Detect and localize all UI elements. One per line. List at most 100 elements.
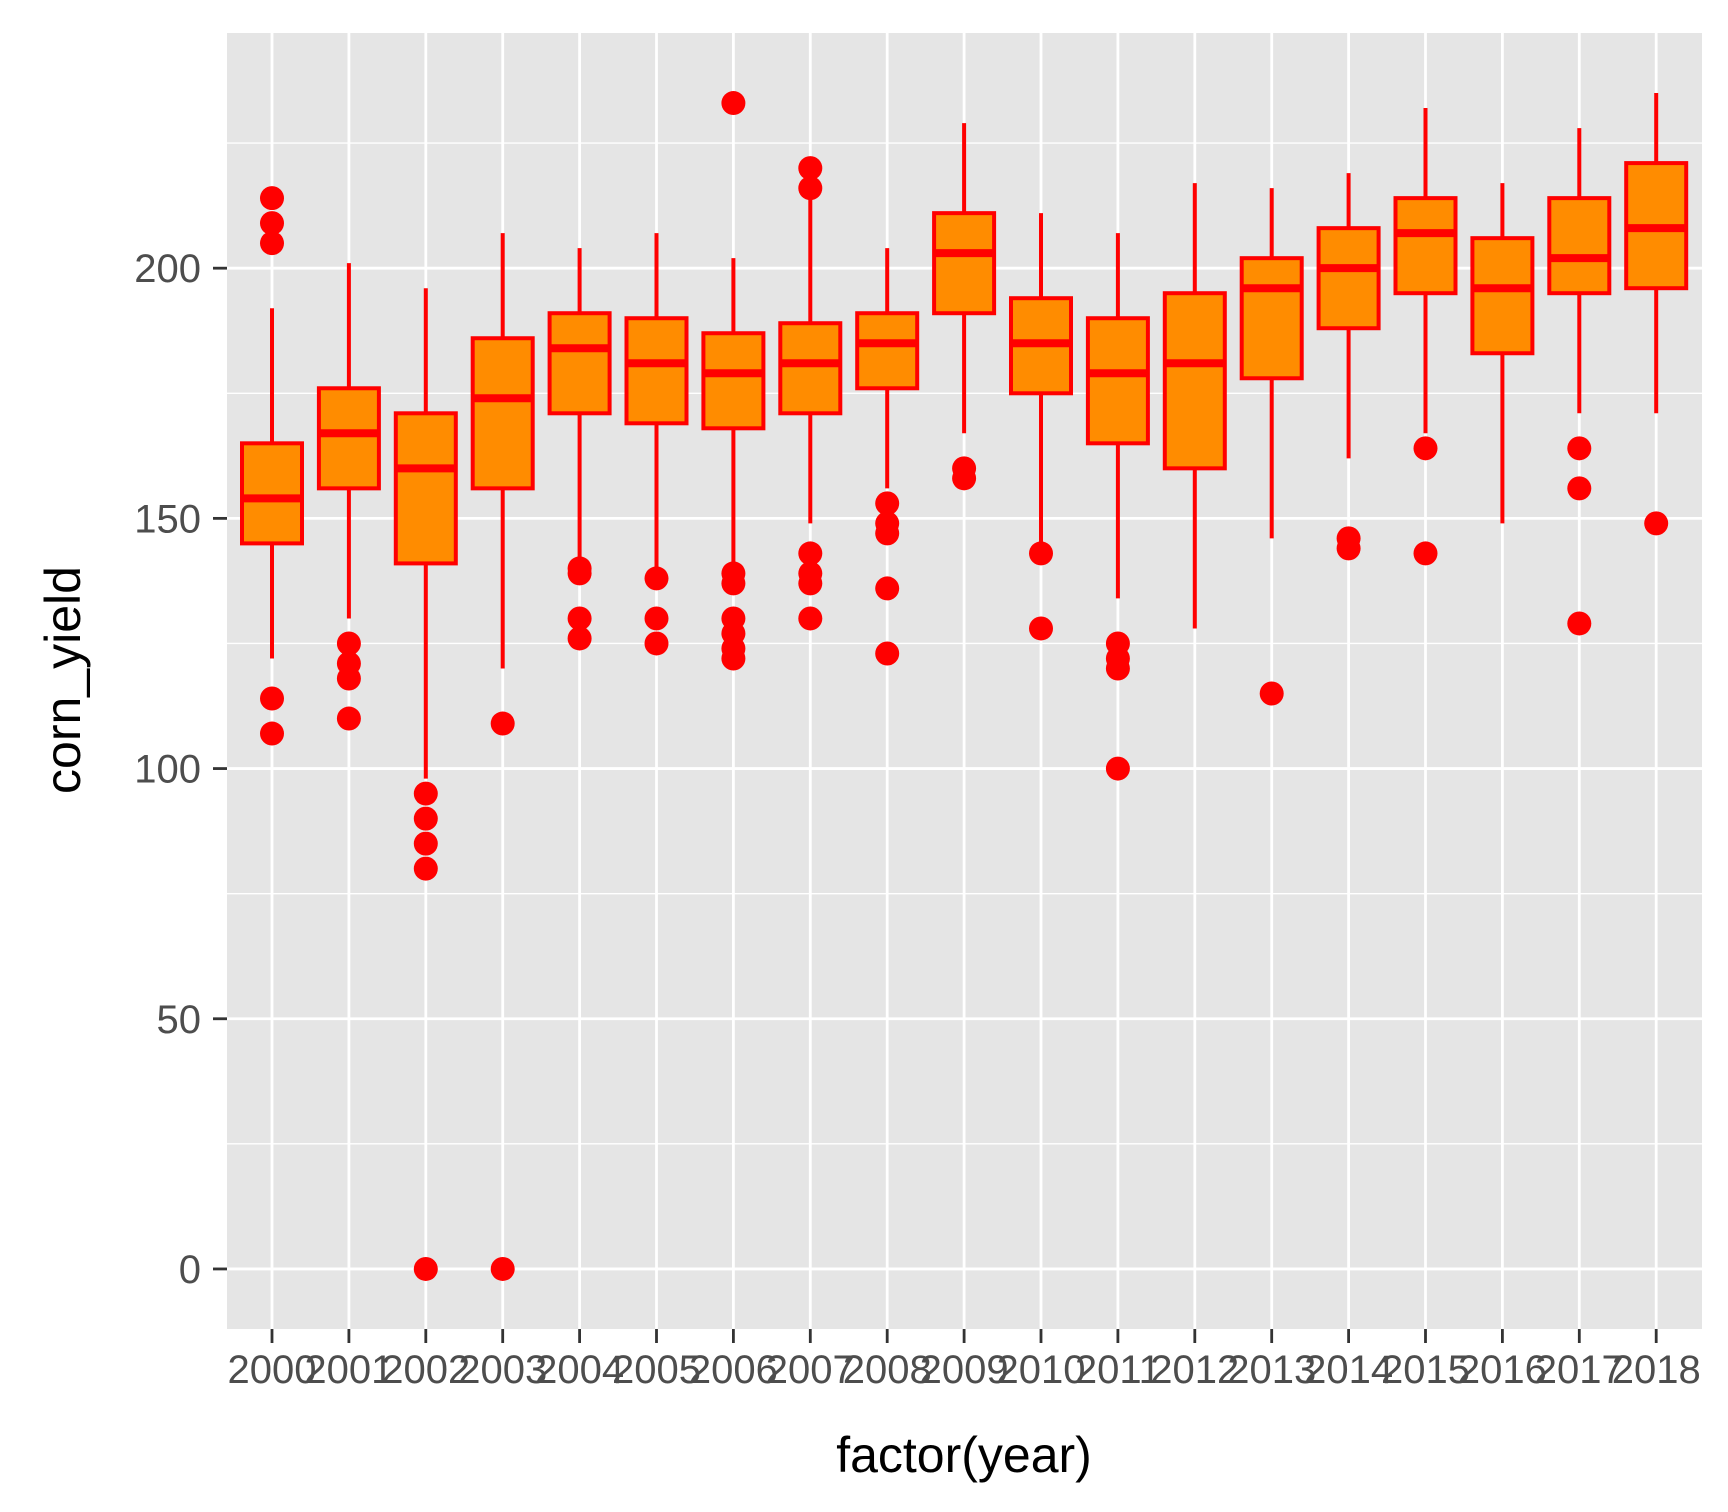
x-tick-label: 2004 xyxy=(535,1348,624,1392)
outlier-point xyxy=(721,646,746,671)
x-tick-label: 2006 xyxy=(689,1348,778,1392)
x-tick-label: 2015 xyxy=(1381,1348,1470,1392)
x-tick-label: 2017 xyxy=(1535,1348,1624,1392)
x-tick-label: 2005 xyxy=(612,1348,701,1392)
y-axis-title: corn_yield xyxy=(35,566,91,794)
outlier-point xyxy=(413,831,438,856)
x-tick-label: 2012 xyxy=(1150,1348,1239,1392)
y-tick-label: 0 xyxy=(179,1248,201,1292)
outlier-point xyxy=(260,231,284,256)
iqr-box xyxy=(1316,226,1381,331)
box-2018 xyxy=(1624,93,1689,536)
box-2011 xyxy=(1085,233,1150,781)
iqr-box xyxy=(240,441,304,546)
box-2017 xyxy=(1547,128,1612,636)
iqr-box xyxy=(1393,196,1458,296)
outlier-point xyxy=(1029,541,1053,566)
x-tick-label: 2016 xyxy=(1458,1348,1547,1392)
outlier-point xyxy=(721,91,746,116)
iqr-box xyxy=(1239,256,1304,381)
outlier-point xyxy=(413,1256,438,1281)
box-2009 xyxy=(932,123,997,491)
outlier-point xyxy=(721,571,746,596)
x-tick-label: 2000 xyxy=(228,1348,317,1392)
box-2004 xyxy=(547,248,612,651)
x-tick-label: 2013 xyxy=(1227,1348,1316,1392)
iqr-box xyxy=(624,316,689,426)
outlier-point xyxy=(644,606,669,631)
x-axis-title: factor(year) xyxy=(836,1427,1092,1483)
x-tick-label: 2001 xyxy=(304,1348,393,1392)
box-2010 xyxy=(1009,213,1073,641)
iqr-box xyxy=(1085,316,1150,446)
box-2013 xyxy=(1239,188,1304,706)
outlier-point xyxy=(1029,616,1053,641)
outlier-point xyxy=(798,176,823,201)
outlier-point xyxy=(1259,681,1284,706)
outlier-point xyxy=(1413,541,1438,566)
outlier-point xyxy=(1567,436,1592,461)
outlier-point xyxy=(1567,476,1592,501)
iqr-box xyxy=(1547,196,1612,296)
iqr-box xyxy=(470,336,535,491)
iqr-box xyxy=(1470,236,1535,356)
iqr-box xyxy=(778,321,843,416)
x-tick-label: 2002 xyxy=(381,1348,470,1392)
outlier-point xyxy=(567,561,592,586)
outlier-point xyxy=(1105,756,1130,781)
iqr-box xyxy=(932,211,997,316)
box-2007 xyxy=(778,156,843,631)
x-tick-label: 2008 xyxy=(843,1348,932,1392)
box-2012 xyxy=(1162,183,1227,629)
outlier-point xyxy=(260,686,284,711)
axes: 0 50 100 150 200 2000200120022003200420052006… xyxy=(134,247,1700,1392)
box-2005 xyxy=(624,233,689,656)
outlier-point xyxy=(490,711,515,736)
outlier-point xyxy=(336,666,361,691)
outlier-point xyxy=(1413,436,1438,461)
box-2002 xyxy=(393,288,458,1281)
outlier-point xyxy=(798,606,823,631)
outlier-point xyxy=(1567,611,1592,636)
outlier-point xyxy=(1644,511,1669,536)
outlier-point xyxy=(875,491,900,516)
outlier-point xyxy=(1336,536,1361,561)
outlier-point xyxy=(644,566,669,591)
x-tick-label: 2009 xyxy=(920,1348,1009,1392)
x-tick-label: 2014 xyxy=(1304,1348,1393,1392)
y-tick-label: 150 xyxy=(134,497,201,541)
x-tick-label: 2007 xyxy=(766,1348,855,1392)
box-2000 xyxy=(240,186,304,746)
outlier-point xyxy=(875,576,900,601)
outlier-point xyxy=(875,521,900,546)
y-tick-label: 200 xyxy=(134,247,201,291)
outlier-point xyxy=(413,781,438,806)
x-tick-label: 2003 xyxy=(458,1348,547,1392)
outlier-point xyxy=(413,806,438,831)
iqr-box xyxy=(393,411,458,566)
outlier-point xyxy=(567,626,592,651)
outlier-point xyxy=(1105,656,1130,681)
boxes xyxy=(240,91,1689,1281)
outlier-point xyxy=(260,721,284,746)
iqr-box xyxy=(547,311,612,416)
box-2003 xyxy=(470,233,535,1281)
box-2016 xyxy=(1470,183,1535,524)
x-tick-label: 2010 xyxy=(997,1348,1086,1392)
outlier-point xyxy=(798,541,823,566)
y-tick-label: 100 xyxy=(134,748,201,792)
iqr-box xyxy=(701,331,766,431)
outlier-point xyxy=(260,211,284,236)
outlier-point xyxy=(644,631,669,656)
outlier-point xyxy=(413,856,438,881)
iqr-box xyxy=(1162,291,1227,471)
outlier-point xyxy=(798,571,823,596)
x-tick-label: 2011 xyxy=(1075,1348,1161,1392)
x-tick-label: 2018 xyxy=(1612,1348,1701,1392)
iqr-box xyxy=(316,386,381,491)
iqr-box xyxy=(855,311,920,391)
outlier-point xyxy=(952,466,977,491)
outlier-point xyxy=(798,156,823,181)
